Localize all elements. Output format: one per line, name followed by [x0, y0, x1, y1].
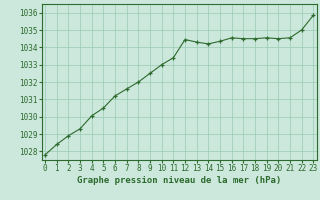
X-axis label: Graphe pression niveau de la mer (hPa): Graphe pression niveau de la mer (hPa) [77, 176, 281, 185]
